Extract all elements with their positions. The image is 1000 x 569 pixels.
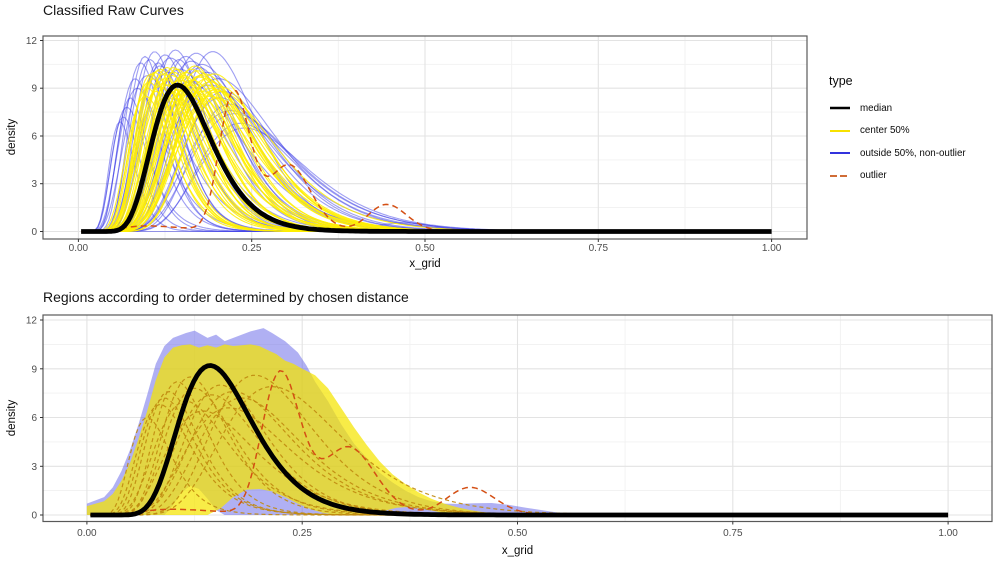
series-layer: [81, 49, 772, 234]
chart2-ylabel: density: [6, 399, 18, 437]
legend-entry-label: outlier: [860, 170, 887, 182]
y-tick-label: 9: [31, 84, 37, 95]
legend-entry: center 50%: [829, 120, 966, 143]
x-tick-label: 0.25: [242, 243, 262, 254]
legend-key-line-icon: [830, 106, 850, 110]
legend-entry: outside 50%, non-outlier: [829, 142, 966, 165]
chart1-title: Classified Raw Curves: [43, 2, 184, 18]
x-tick-label: 0.75: [723, 528, 743, 539]
legend-key-line-icon: [830, 129, 850, 132]
y-tick-label: 6: [31, 413, 37, 424]
legend-entries: median center 50% outside 50%, non-outlier…: [829, 97, 966, 187]
series-layer: [86, 328, 949, 518]
x-tick-label: 0.50: [415, 243, 435, 254]
legend-entry-label: median: [860, 102, 893, 114]
y-tick-label: 12: [26, 36, 38, 47]
legend-key-line-icon: [830, 152, 850, 155]
chart2-xlabel: x_grid: [501, 545, 534, 557]
legend-entry-label: outside 50%, non-outlier: [860, 147, 966, 159]
y-tick-label: 3: [31, 462, 37, 473]
legend: type median center 50% outside 50%, non-ou…: [829, 74, 966, 187]
median-curve: [90, 363, 949, 518]
outlier-curve: [90, 369, 949, 516]
legend-entry: median: [829, 97, 966, 120]
x-tick-label: 0.00: [77, 528, 97, 539]
y-tick-label: 6: [31, 132, 37, 143]
legend-key-line-icon: [830, 174, 850, 177]
chart1-ylabel: density: [6, 118, 18, 156]
chart2-title: Regions according to order determined by…: [43, 289, 409, 305]
x-tick-label: 0.00: [69, 243, 89, 254]
x-tick-label: 0.25: [292, 528, 312, 539]
y-tick-label: 3: [31, 179, 37, 190]
x-tick-label: 1.00: [938, 528, 958, 539]
x-tick-label: 1.00: [762, 243, 782, 254]
y-tick-label: 9: [31, 364, 37, 375]
chart1-xlabel: x_grid: [409, 258, 441, 270]
median-curve: [81, 82, 772, 234]
legend-entry: outlier: [829, 165, 966, 188]
y-tick-label: 0: [31, 227, 37, 238]
y-tick-label: 12: [26, 316, 38, 327]
center-50-region-band: [86, 344, 949, 515]
legend-entry-label: center 50%: [860, 125, 910, 137]
y-tick-label: 0: [31, 511, 37, 522]
x-tick-label: 0.50: [508, 528, 528, 539]
center-50-curves-curve: [90, 391, 776, 516]
center-50-curves-curve: [90, 381, 776, 516]
legend-title: type: [829, 74, 853, 88]
x-tick-label: 0.75: [589, 243, 609, 254]
